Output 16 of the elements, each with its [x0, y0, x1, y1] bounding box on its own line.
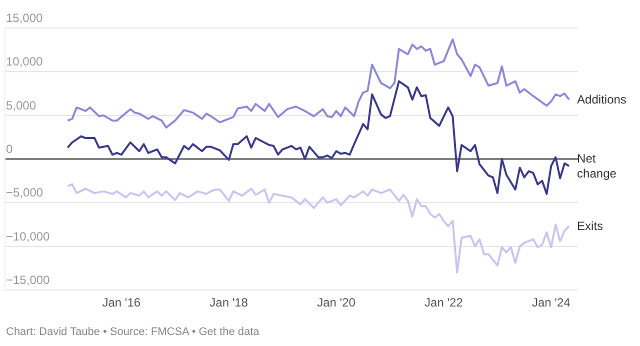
x-tick-label: Jan '22 [424, 296, 464, 310]
series-label: Additions [577, 92, 626, 107]
y-tick-label: 10,000 [6, 54, 44, 69]
y-tick-label: 15,000 [6, 11, 44, 25]
series-label: Exits [577, 219, 604, 234]
y-tick-label: −10,000 [6, 229, 50, 244]
x-tick-label: Jan '24 [532, 296, 571, 310]
y-tick-label: −5,000 [6, 186, 44, 200]
y-tick-label: 0 [6, 142, 13, 156]
series-label: Net change [577, 151, 617, 180]
x-tick-label: Jan '16 [102, 296, 141, 310]
y-tick-label: 5,000 [6, 98, 36, 112]
x-tick-label: Jan '18 [210, 296, 248, 310]
x-tick-label: Jan '20 [317, 296, 356, 310]
y-tick-label: −15,000 [6, 273, 50, 287]
text: Chart: David Taube • Source: FMCSA • Get the data [6, 326, 260, 338]
